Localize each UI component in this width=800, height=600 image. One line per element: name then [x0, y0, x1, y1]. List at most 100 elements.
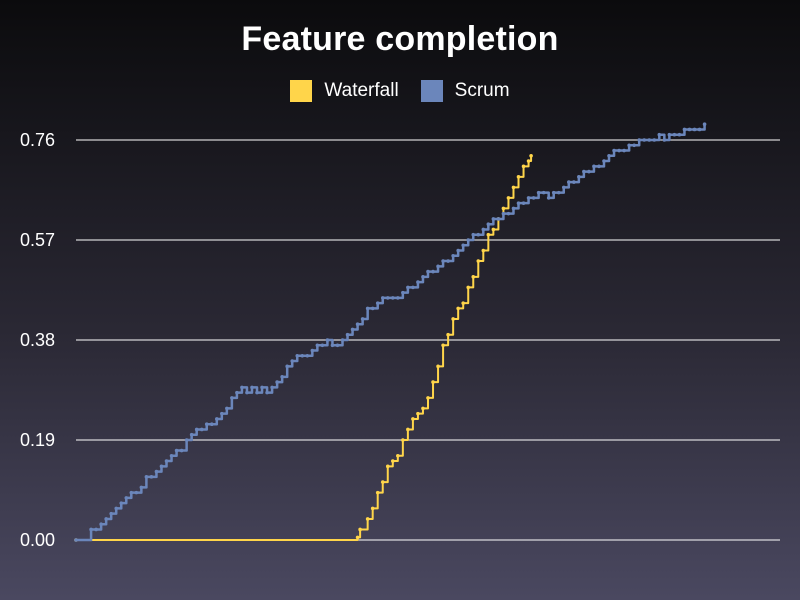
- legend-swatch-waterfall: [290, 80, 313, 102]
- data-point-waterfall: [451, 317, 455, 321]
- data-point-scrum: [597, 164, 601, 169]
- data-point-scrum: [245, 390, 249, 395]
- data-point-scrum: [109, 511, 113, 516]
- data-point-scrum: [561, 185, 566, 190]
- data-point-scrum: [657, 132, 662, 137]
- data-point-scrum: [461, 243, 466, 248]
- data-point-scrum: [446, 259, 450, 263]
- data-point-scrum: [225, 406, 229, 411]
- data-point-scrum: [255, 390, 259, 395]
- data-point-waterfall: [358, 527, 362, 532]
- data-point-scrum: [350, 327, 355, 332]
- data-point-scrum: [496, 217, 501, 221]
- data-point-scrum: [607, 153, 611, 158]
- data-point-scrum: [295, 353, 300, 358]
- data-point-scrum: [481, 227, 486, 232]
- data-point-waterfall: [411, 417, 415, 421]
- data-point-scrum: [617, 148, 621, 153]
- data-point-waterfall: [481, 248, 486, 253]
- data-point-scrum: [536, 190, 541, 195]
- data-point-waterfall: [391, 459, 395, 463]
- data-point-scrum: [340, 338, 345, 342]
- data-point-scrum: [697, 127, 702, 132]
- data-point-scrum: [567, 180, 571, 184]
- data-point-scrum: [104, 517, 108, 521]
- legend-item-waterfall[interactable]: Waterfall: [290, 80, 399, 102]
- data-point-scrum: [441, 259, 445, 263]
- data-point-scrum: [692, 127, 697, 132]
- data-point-scrum: [401, 290, 405, 295]
- data-point-waterfall: [370, 506, 375, 511]
- data-point-scrum: [134, 490, 139, 495]
- data-point-scrum: [154, 469, 159, 474]
- data-point-scrum: [486, 222, 491, 227]
- data-point-scrum: [305, 353, 310, 358]
- data-point-scrum: [149, 475, 154, 479]
- data-point-scrum: [627, 143, 631, 148]
- data-point-waterfall: [446, 332, 450, 337]
- y-tick-label-3: 0.57: [20, 230, 55, 250]
- data-point-waterfall: [416, 411, 420, 416]
- data-point-scrum: [491, 217, 496, 221]
- data-point-waterfall: [426, 396, 430, 400]
- data-point-waterfall: [441, 343, 445, 348]
- data-point-scrum: [184, 438, 189, 442]
- data-point-scrum: [677, 132, 682, 137]
- data-point-scrum: [310, 348, 315, 353]
- data-point-scrum: [471, 232, 476, 237]
- data-point-waterfall: [491, 227, 496, 232]
- data-point-scrum: [345, 332, 350, 337]
- data-point-scrum: [541, 190, 546, 195]
- legend-item-scrum[interactable]: Scrum: [420, 80, 510, 102]
- data-point-scrum: [516, 201, 521, 205]
- data-point-scrum: [602, 159, 606, 163]
- data-point-waterfall: [385, 464, 390, 469]
- data-point-scrum: [265, 390, 269, 395]
- data-point-scrum: [300, 353, 305, 358]
- data-point-scrum: [667, 132, 672, 137]
- data-point-scrum: [436, 264, 440, 269]
- data-point-scrum: [174, 448, 179, 453]
- y-tick-label-2: 0.38: [20, 330, 55, 350]
- data-point-scrum: [370, 306, 375, 311]
- data-point-scrum: [622, 148, 626, 153]
- data-point-scrum: [577, 175, 581, 179]
- data-point-waterfall: [501, 206, 506, 211]
- data-point-scrum: [385, 296, 390, 300]
- data-point-waterfall: [406, 427, 410, 432]
- data-point-scrum: [209, 422, 214, 427]
- legend-label-scrum: Scrum: [454, 80, 510, 101]
- data-point-scrum: [687, 127, 692, 132]
- data-point-scrum: [164, 459, 169, 463]
- data-point-scrum: [325, 338, 330, 342]
- data-point-waterfall: [486, 232, 491, 237]
- series-line-scrum: [76, 124, 706, 542]
- data-point-scrum: [637, 138, 641, 142]
- legend-label-waterfall: Waterfall: [324, 80, 399, 101]
- data-point-waterfall: [436, 364, 440, 369]
- data-point-scrum: [380, 296, 385, 300]
- data-point-scrum: [275, 380, 279, 384]
- data-point-waterfall: [511, 185, 516, 190]
- data-point-waterfall: [526, 159, 531, 163]
- data-point-scrum: [411, 285, 415, 290]
- series-line-waterfall: [76, 155, 533, 541]
- data-point-scrum: [426, 269, 430, 274]
- data-point-scrum: [612, 148, 616, 153]
- data-point-scrum: [169, 453, 174, 458]
- data-point-scrum: [551, 190, 556, 195]
- data-point-scrum: [250, 385, 254, 390]
- data-point-scrum: [451, 253, 455, 258]
- data-point-scrum: [421, 275, 425, 279]
- data-point-scrum: [531, 196, 536, 200]
- data-point-waterfall: [380, 480, 385, 484]
- data-point-waterfall: [396, 453, 400, 458]
- data-point-scrum: [94, 527, 98, 532]
- data-point-scrum: [179, 448, 184, 453]
- data-point-scrum: [396, 296, 400, 300]
- data-point-scrum: [89, 527, 93, 532]
- data-point-scrum: [74, 538, 78, 542]
- data-point-scrum: [431, 269, 435, 274]
- data-point-scrum: [506, 211, 511, 216]
